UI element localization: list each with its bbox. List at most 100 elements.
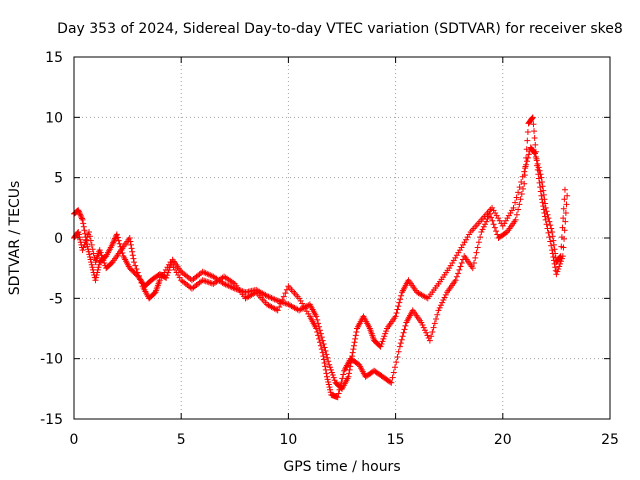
data-point	[325, 381, 332, 388]
x-tick-label: 10	[279, 432, 297, 448]
x-tick-label: 25	[601, 432, 619, 448]
data-point	[561, 235, 568, 242]
data-point	[82, 239, 89, 246]
data-point	[549, 250, 556, 257]
data-point	[352, 332, 359, 339]
data-point	[138, 279, 145, 286]
data-point	[77, 212, 84, 219]
y-axis-label: SDTVAR / TECUs	[7, 181, 23, 296]
data-point	[352, 335, 359, 342]
data-point	[204, 278, 211, 285]
data-point	[525, 151, 532, 158]
data-point	[430, 324, 437, 331]
data-point	[339, 375, 346, 382]
data-point	[328, 369, 335, 376]
data-point	[86, 228, 93, 235]
data-point	[379, 338, 386, 345]
data-point	[80, 244, 87, 251]
y-tick-label: -5	[49, 291, 63, 307]
data-point	[75, 208, 82, 215]
data-point	[478, 228, 485, 235]
data-point	[112, 235, 119, 242]
data-points	[71, 114, 571, 401]
data-point	[110, 238, 117, 245]
data-point	[513, 211, 520, 218]
data-point	[402, 322, 409, 329]
data-point	[323, 373, 330, 380]
data-point	[434, 311, 441, 318]
data-point	[472, 254, 479, 261]
data-point	[327, 364, 334, 371]
data-point	[313, 313, 320, 320]
data-point	[537, 184, 544, 191]
data-point	[134, 269, 141, 276]
data-point	[398, 336, 405, 343]
data-point	[323, 351, 330, 358]
data-point	[420, 324, 427, 331]
data-point	[76, 234, 83, 241]
data-point	[453, 273, 460, 280]
data-point	[543, 221, 550, 228]
data-point	[315, 332, 322, 339]
data-point	[521, 172, 528, 179]
data-point	[126, 235, 133, 241]
data-point	[486, 210, 493, 217]
data-point	[560, 215, 567, 222]
data-point	[277, 300, 284, 307]
data-point	[321, 359, 328, 366]
data-point	[353, 328, 360, 335]
data-point	[86, 233, 93, 240]
data-point	[531, 135, 538, 142]
data-point	[537, 188, 544, 195]
data-point	[437, 302, 444, 309]
data-point	[382, 330, 389, 337]
data-point	[532, 141, 539, 148]
data-point	[562, 210, 569, 217]
data-point	[346, 370, 353, 377]
data-point	[542, 216, 549, 223]
data-point	[394, 353, 401, 360]
data-point	[322, 366, 329, 373]
data-point	[534, 166, 541, 173]
data-point	[377, 343, 384, 350]
data-point	[116, 240, 123, 247]
data-point	[482, 221, 489, 228]
data-point	[524, 137, 531, 144]
x-tick-label: 15	[387, 432, 405, 448]
data-point	[455, 270, 462, 277]
data-point	[84, 243, 91, 250]
data-point	[393, 359, 400, 366]
data-point	[550, 241, 557, 248]
data-point	[510, 204, 517, 211]
data-point	[452, 277, 459, 284]
data-point	[345, 373, 352, 380]
data-point	[132, 262, 139, 269]
data-point	[98, 252, 105, 259]
data-point	[547, 222, 554, 229]
data-point	[530, 121, 537, 128]
data-point	[280, 299, 287, 306]
data-point	[81, 241, 88, 248]
data-point	[558, 255, 565, 262]
data-point	[101, 259, 108, 266]
data-point	[95, 264, 102, 271]
x-tick-label: 5	[177, 432, 186, 448]
data-point	[397, 296, 404, 303]
data-point	[489, 217, 496, 224]
data-point	[563, 201, 570, 208]
data-point	[561, 186, 568, 193]
data-point	[546, 234, 553, 241]
data-point	[110, 239, 117, 246]
data-point	[549, 247, 556, 254]
data-point	[389, 374, 396, 381]
data-point	[531, 128, 538, 135]
data-point	[323, 370, 330, 377]
data-point	[387, 378, 394, 385]
data-point	[534, 162, 541, 169]
data-point	[517, 196, 524, 203]
data-point	[316, 335, 323, 342]
data-point	[330, 374, 337, 381]
data-point	[76, 210, 83, 217]
data-point	[436, 304, 443, 311]
data-point	[388, 379, 395, 386]
